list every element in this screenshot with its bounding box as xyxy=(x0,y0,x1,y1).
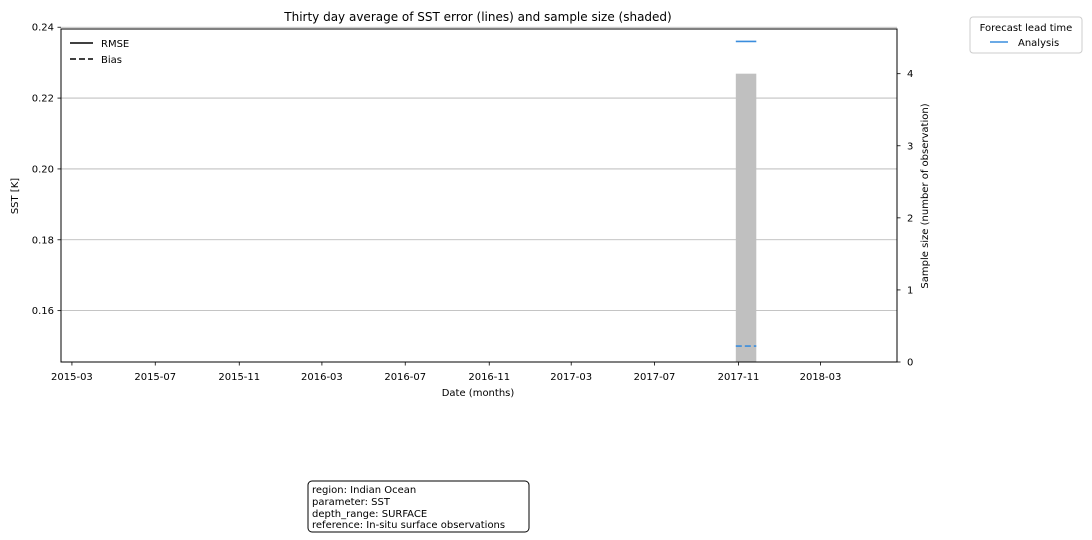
x-tick-label: 2015-11 xyxy=(218,372,260,383)
x-axis: 2015-03 2015-07 2015-11 2016-03 2016-07 2016-… xyxy=(51,362,841,383)
x-tick-label: 2016-03 xyxy=(301,372,343,383)
info-region: region: Indian Ocean xyxy=(312,485,416,496)
y-tick-label: 0.22 xyxy=(32,94,54,105)
x-tick-label: 2016-11 xyxy=(468,372,510,383)
x-tick-label: 2017-11 xyxy=(718,372,760,383)
y-tick-label: 0.24 xyxy=(32,23,54,34)
series-legend: Forecast lead time Analysis xyxy=(969,16,1083,54)
y-tick-label: 0.18 xyxy=(32,235,54,246)
y2-axis-label: Sample size (number of observation) xyxy=(920,103,931,288)
grid-lines xyxy=(61,26,897,312)
legend-bias-label: Bias xyxy=(101,55,122,66)
y-tick-label: 0.20 xyxy=(32,164,54,175)
sample-size-bar xyxy=(735,73,757,363)
info-parameter: parameter: SST xyxy=(312,497,391,508)
info-reference: reference: In-situ surface observations xyxy=(312,520,505,531)
plot-frame xyxy=(60,28,898,363)
sample-size-bars xyxy=(735,73,757,363)
x-axis-label: Date (months) xyxy=(442,388,515,399)
x-tick-label: 2016-07 xyxy=(384,372,426,383)
y2-tick-label: 4 xyxy=(907,69,913,80)
x-tick-label: 2015-07 xyxy=(134,372,176,383)
series-lines xyxy=(735,40,757,347)
y2-tick-label: 0 xyxy=(907,358,913,369)
series-legend-frame xyxy=(969,16,1083,54)
y-axis-left: 0.16 0.18 0.20 0.22 0.24 xyxy=(32,23,61,317)
x-tick-label: 2015-03 xyxy=(51,372,93,383)
x-tick-label: 2017-07 xyxy=(634,372,676,383)
y-axis-label: SST [K] xyxy=(10,178,21,214)
info-box-frame xyxy=(307,480,530,533)
series-legend-title: Forecast lead time xyxy=(980,23,1073,34)
y2-tick-label: 1 xyxy=(907,285,913,296)
x-tick-label: 2018-03 xyxy=(800,372,842,383)
y2-tick-label: 3 xyxy=(907,141,913,152)
legend-rmse-label: RMSE xyxy=(101,39,129,50)
style-legend: RMSE Bias xyxy=(70,39,129,66)
chart-title: Thirty day average of SST error (lines) … xyxy=(283,10,671,24)
y-tick-label: 0.16 xyxy=(32,306,54,317)
y2-tick-label: 2 xyxy=(907,213,913,224)
x-tick-label: 2017-03 xyxy=(550,372,592,383)
info-depth-range: depth_range: SURFACE xyxy=(312,509,427,520)
y-axis-right: 0 1 2 3 4 xyxy=(897,69,913,369)
info-box: region: Indian Ocean parameter: SST dept… xyxy=(307,480,530,533)
legend-analysis-label: Analysis xyxy=(1018,38,1059,49)
